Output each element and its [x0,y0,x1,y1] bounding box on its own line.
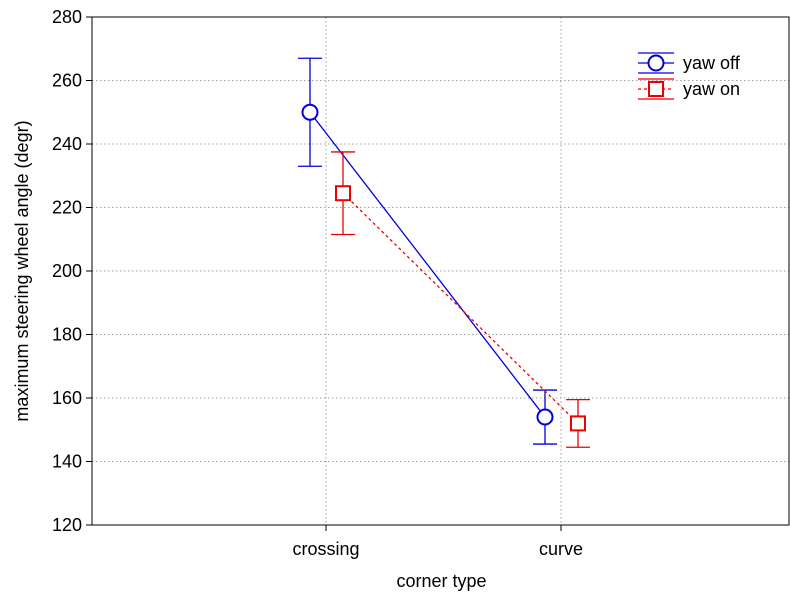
series-line [342,192,579,424]
data-point [536,408,554,426]
legend-marker [647,54,665,72]
series-yaw-on [331,151,590,448]
legend-label: yaw on [683,79,740,99]
x-tick-label: crossing [292,539,359,559]
series-yaw-off [298,57,557,445]
x-axis-title: corner type [396,571,486,591]
legend: yaw off yaw on [638,52,741,100]
series-layer [298,57,590,448]
legend-entry: yaw on [638,78,740,100]
data-point [570,415,586,432]
data-point [335,185,351,202]
y-tick-label: 160 [52,388,82,408]
legend-label: yaw off [683,53,741,73]
grid [92,17,789,525]
series-line [309,111,546,418]
y-tick-label: 240 [52,134,82,154]
x-tick-label: curve [539,539,583,559]
y-tick-label: 220 [52,198,82,218]
y-tick-label: 140 [52,452,82,472]
legend-entry: yaw off [638,52,741,74]
legend-marker [648,81,664,97]
x-axis: crossing curve [292,525,583,559]
y-axis: 120 140 160 180 200 220 240 260 280 [52,7,92,535]
y-tick-label: 180 [52,325,82,345]
data-point [301,103,319,121]
y-tick-label: 120 [52,515,82,535]
y-axis-title: maximum steering wheel angle (degr) [12,120,32,421]
y-tick-label: 280 [52,7,82,27]
y-tick-label: 200 [52,261,82,281]
y-tick-label: 260 [52,71,82,91]
